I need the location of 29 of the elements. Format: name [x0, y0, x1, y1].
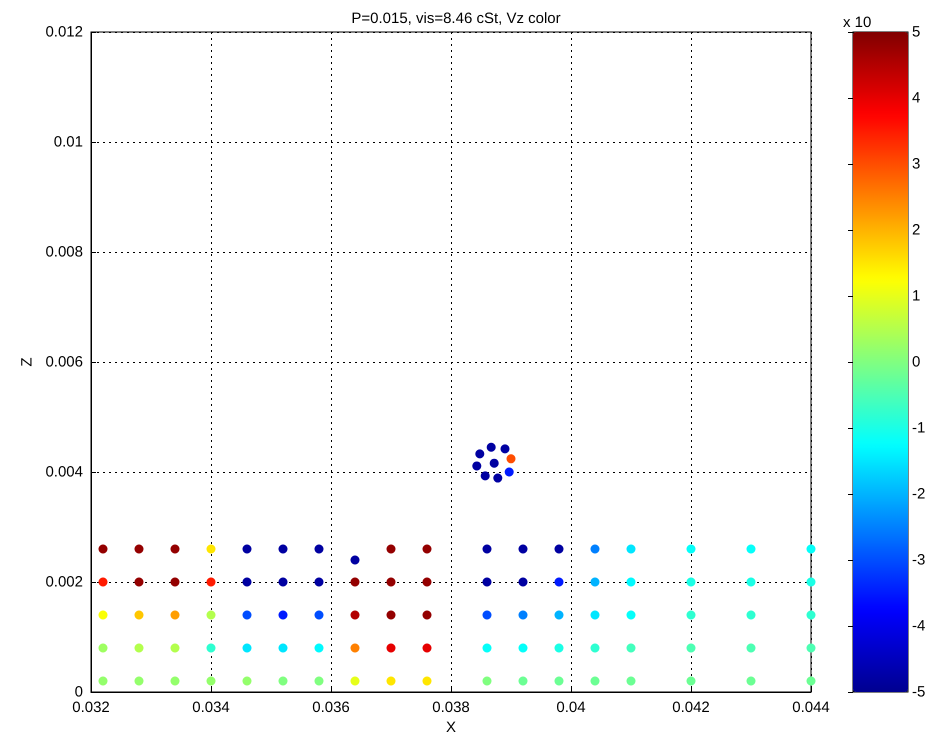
- color-bar-label: 3: [912, 156, 920, 172]
- color-bar-label: 5: [912, 24, 920, 40]
- color-bar-label: 4: [912, 90, 920, 106]
- x-tick-label: 0.038: [432, 699, 470, 716]
- color-bar-label: -4: [912, 618, 926, 634]
- color-bar-label: 2: [912, 222, 920, 238]
- y-tick-label: 0.004: [45, 464, 83, 480]
- y-tick-label: 0.002: [45, 574, 83, 590]
- x-tick-label: 0.032: [72, 699, 110, 716]
- x-tick-label: 0.036: [312, 699, 350, 716]
- color-bar-label: -5: [912, 684, 926, 700]
- x-axis-title: X: [446, 718, 456, 736]
- color-bar-label: -1: [912, 420, 926, 436]
- color-bar-label: 0: [912, 354, 920, 370]
- y-axis-title: Z: [18, 357, 36, 367]
- chart-title: P=0.015, vis=8.46 cSt, Vz color: [351, 10, 561, 27]
- y-tick-label: 0.012: [45, 24, 83, 40]
- color-bar-label: -3: [912, 552, 926, 568]
- y-tick-label: 0.008: [45, 244, 83, 260]
- x-tick-label: 0.034: [192, 699, 230, 716]
- color-bar-title: x 10: [843, 14, 872, 31]
- color-bar-label: -2: [912, 486, 926, 502]
- y-tick-label: 0.01: [54, 134, 83, 150]
- color-bar-label: 1: [912, 288, 920, 304]
- x-tick-label: 0.042: [672, 699, 710, 716]
- y-tick-label: 0: [74, 684, 83, 700]
- x-tick-label: 0.044: [792, 699, 830, 716]
- x-tick-label: 0.04: [556, 699, 586, 716]
- y-tick-label: 0.006: [45, 354, 83, 370]
